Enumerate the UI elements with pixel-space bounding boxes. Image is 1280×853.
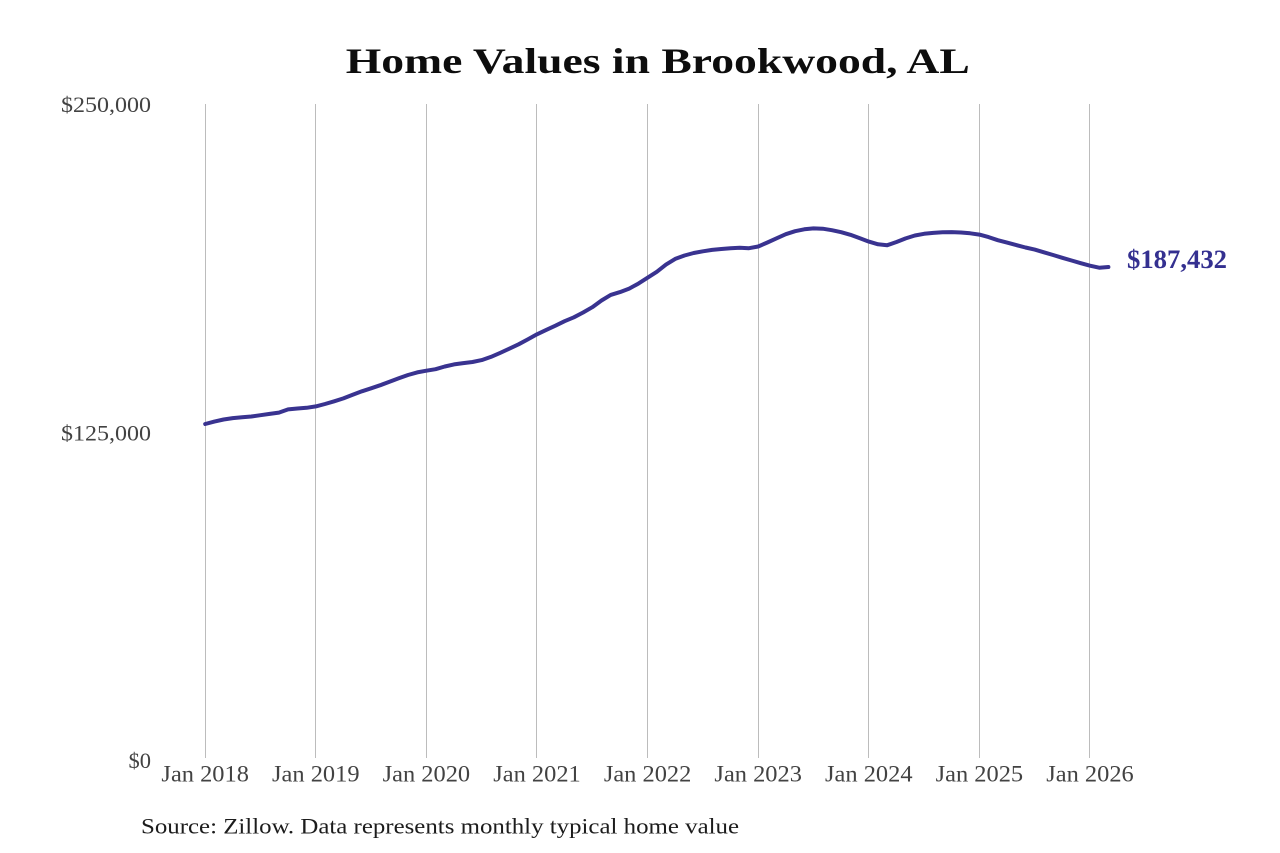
svg-text:$250,000: $250,000 [61,92,151,117]
svg-text:Jan 2024: Jan 2024 [825,762,913,787]
svg-text:Source: Zillow. Data represent: Source: Zillow. Data represents monthly … [141,814,739,839]
svg-text:$0: $0 [129,748,152,773]
svg-text:Jan 2020: Jan 2020 [383,762,471,787]
svg-text:Jan 2018: Jan 2018 [161,762,249,787]
svg-text:Home Values in Brookwood, AL: Home Values in Brookwood, AL [346,41,970,81]
svg-text:Jan 2021: Jan 2021 [493,762,581,787]
svg-text:Jan 2025: Jan 2025 [936,762,1024,787]
svg-text:Jan 2022: Jan 2022 [604,762,692,787]
svg-text:Jan 2019: Jan 2019 [272,762,360,787]
svg-text:Jan 2023: Jan 2023 [714,762,802,787]
svg-text:$187,432: $187,432 [1127,245,1227,274]
svg-text:Jan 2026: Jan 2026 [1046,762,1134,787]
svg-text:$125,000: $125,000 [61,421,151,446]
